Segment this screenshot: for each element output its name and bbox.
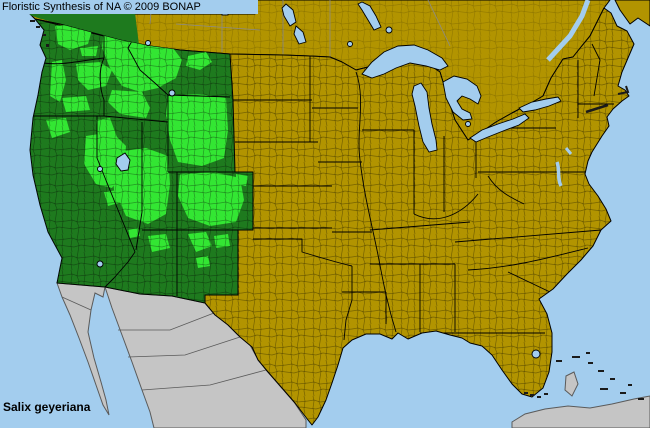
region-maritimes	[614, 0, 650, 27]
map-title: Floristic Synthesis of NA © 2009 BONAP	[2, 1, 201, 13]
coastal-islands	[30, 20, 630, 398]
mexico-state-borders	[61, 296, 267, 391]
species-name-label: Salix geyeriana	[3, 400, 91, 414]
small-lakes	[96, 40, 573, 359]
canada-lakes	[221, 1, 393, 47]
region-bahamas	[556, 352, 644, 400]
great-lakes	[361, 0, 591, 153]
title-bar	[0, 0, 258, 14]
region-british-columbia	[30, 13, 139, 45]
region-cuba	[511, 395, 650, 428]
